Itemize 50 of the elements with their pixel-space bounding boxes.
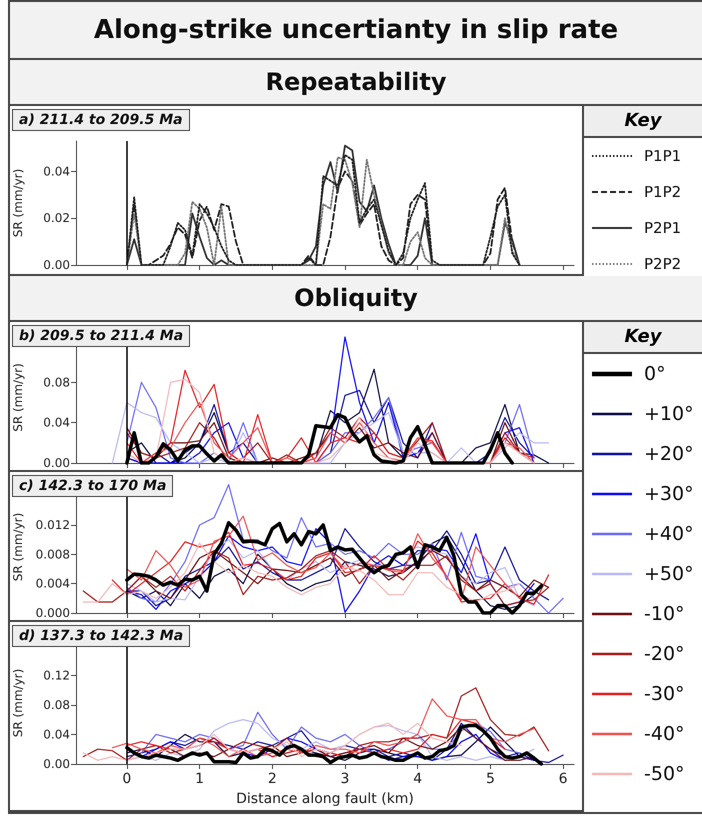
x-tick-label: 0 xyxy=(122,771,132,787)
legend-label: P1P2 xyxy=(644,183,682,201)
legend-label: -30° xyxy=(644,683,685,705)
legend-label: +50° xyxy=(644,563,694,585)
y-axis-title: SR (mm/yr) xyxy=(11,512,25,582)
y-axis-title: SR (mm/yr) xyxy=(11,668,25,738)
legend-label: +20° xyxy=(644,443,694,465)
text: Repeatability xyxy=(10,60,702,106)
x-axis-title: Distance along fault (km) xyxy=(236,791,414,807)
x-tick-label: 2 xyxy=(268,771,277,787)
x-tick-label: 6 xyxy=(558,771,568,787)
x-tick-label: 1 xyxy=(195,771,204,787)
legend-title: Key xyxy=(584,106,702,138)
legend-label: 0° xyxy=(644,363,666,385)
y-tick-label: 0.08 xyxy=(43,698,70,712)
legend-label: -50° xyxy=(644,763,685,785)
legend-label: +10° xyxy=(644,403,694,425)
legend-label: P2P1 xyxy=(644,219,682,237)
y-tick-label: 0.08 xyxy=(43,375,70,390)
y-tick-label: 0.12 xyxy=(43,668,70,682)
x-tick-label: 5 xyxy=(486,771,495,787)
legend-title: Key xyxy=(584,322,702,354)
text: Along-strike uncertianty in slip rate xyxy=(10,2,702,60)
chart-title: d) 137.3 to 142.3 Ma xyxy=(12,625,190,647)
y-axis-title: SR (mm/yr) xyxy=(11,168,25,238)
legend-label: P1P1 xyxy=(644,147,682,165)
y-tick-label: 0.04 xyxy=(43,164,70,178)
y-tick-label: 0.012 xyxy=(36,518,70,532)
y-tick-label: 0.00 xyxy=(43,456,70,470)
legend-label: -10° xyxy=(644,603,685,625)
x-tick-label: 4 xyxy=(413,771,422,787)
text: Obliquity xyxy=(10,276,702,322)
chart-title: a) 211.4 to 209.5 Ma xyxy=(12,109,190,131)
legend-label: +40° xyxy=(644,523,694,545)
y-tick-label: 0.008 xyxy=(36,547,70,562)
y-tick-label: 0.004 xyxy=(36,576,70,591)
y-tick-label: 0.00 xyxy=(43,757,70,771)
y-tick-label: 0.000 xyxy=(36,606,70,620)
legend-label: -40° xyxy=(644,723,685,745)
y-axis-title: SR (mm/yr) xyxy=(11,363,25,432)
legend-label: +30° xyxy=(644,483,694,505)
x-tick-label: 3 xyxy=(340,771,350,787)
y-tick-label: 0.00 xyxy=(43,258,70,272)
y-tick-label: 0.02 xyxy=(43,211,70,226)
chart-title: c) 142.3 to 170 Ma xyxy=(12,475,174,497)
legend-label: P2P2 xyxy=(644,255,682,273)
chart-title: b) 209.5 to 211.4 Ma xyxy=(12,325,190,347)
y-tick-label: 0.04 xyxy=(43,727,70,742)
y-tick-label: 0.04 xyxy=(43,416,70,430)
legend-label: -20° xyxy=(644,643,685,665)
